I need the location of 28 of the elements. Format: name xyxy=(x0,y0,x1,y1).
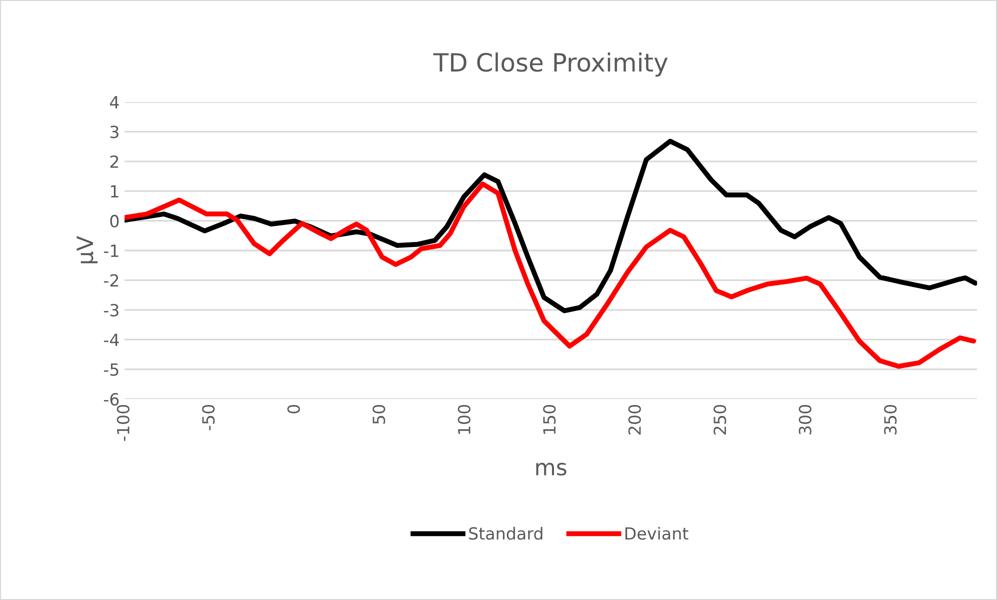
y-tick-label: 0 xyxy=(110,214,119,228)
x-tick-label: -50 xyxy=(202,404,215,430)
y-tick-label: 1 xyxy=(110,185,118,198)
legend-label: Deviant xyxy=(625,526,688,540)
y-tick-label: -5 xyxy=(104,363,118,376)
y-tick-label: -6 xyxy=(104,392,119,406)
chart-title: TD Close Proximity xyxy=(433,52,668,77)
x-tick-label: 50 xyxy=(372,404,386,424)
line-series xyxy=(124,138,978,314)
x-tick-label: 0 xyxy=(287,404,300,414)
x-tick-label: 300 xyxy=(798,404,812,434)
x-tick-label: 150 xyxy=(543,404,556,434)
y-tick-label: -3 xyxy=(104,304,118,316)
y-tick-label: 4 xyxy=(110,96,119,108)
y-axis-title: µV xyxy=(76,236,98,264)
x-tick-label: 250 xyxy=(714,404,726,434)
y-tick-label: -4 xyxy=(104,334,119,346)
y-tick-label: -2 xyxy=(104,274,118,287)
line-series xyxy=(124,182,976,369)
x-tick-label: -100 xyxy=(116,404,130,441)
legend-label: Standard xyxy=(469,526,542,540)
y-tick-label: 2 xyxy=(110,155,118,168)
x-tick-label: 350 xyxy=(884,404,897,434)
x-tick-label: 100 xyxy=(458,404,470,434)
y-tick-label: 3 xyxy=(110,126,118,138)
x-tick-label: 200 xyxy=(628,404,641,434)
y-tick-label: -1 xyxy=(104,244,118,257)
x-axis-title: ms xyxy=(536,462,566,476)
